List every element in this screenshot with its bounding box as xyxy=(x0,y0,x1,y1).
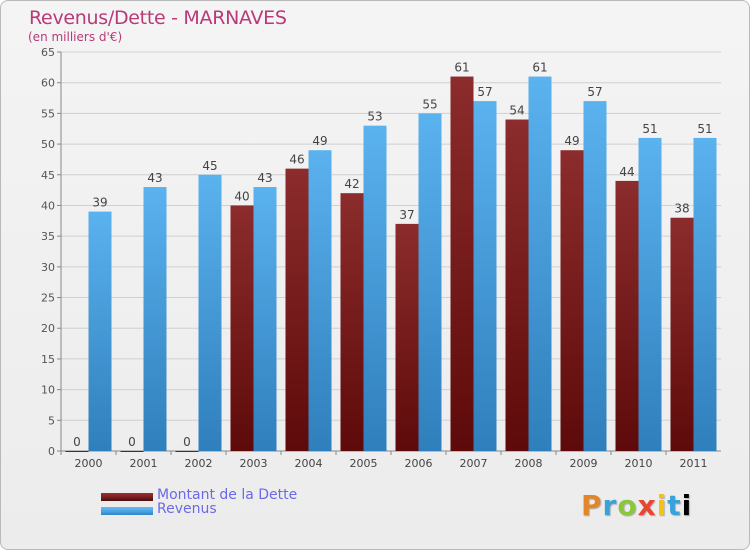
data-label-dette: 40 xyxy=(234,189,249,203)
data-label-revenus: 43 xyxy=(257,171,272,185)
data-label-dette: 0 xyxy=(183,435,191,449)
data-label-revenus: 51 xyxy=(642,122,657,136)
x-tick-label: 2011 xyxy=(680,457,708,470)
bar-dette xyxy=(175,451,199,452)
y-tick-label: 5 xyxy=(48,414,55,427)
data-label-dette: 0 xyxy=(73,435,81,449)
bar-dette xyxy=(560,150,584,451)
x-tick-label: 2002 xyxy=(185,457,213,470)
bar-dette xyxy=(230,205,254,451)
bar-revenus xyxy=(528,76,552,452)
bar-revenus xyxy=(143,187,167,452)
x-tick-label: 2000 xyxy=(75,457,103,470)
y-tick-label: 25 xyxy=(41,292,55,305)
bar-revenus xyxy=(418,113,442,451)
y-tick-label: 60 xyxy=(41,77,55,90)
bar-dette xyxy=(505,119,529,452)
y-tick-label: 30 xyxy=(41,261,55,274)
data-label-dette: 49 xyxy=(564,134,579,148)
data-label-revenus: 45 xyxy=(202,159,217,173)
bar-revenus xyxy=(253,187,277,452)
bar-revenus xyxy=(88,211,112,451)
data-label-revenus: 39 xyxy=(92,196,107,210)
bar-dette xyxy=(395,223,419,451)
data-label-dette: 38 xyxy=(674,202,689,216)
data-label-revenus: 55 xyxy=(422,97,437,111)
data-label-revenus: 53 xyxy=(367,110,382,124)
data-label-dette: 61 xyxy=(454,61,469,75)
bar-dette xyxy=(450,76,474,452)
y-tick-label: 35 xyxy=(41,230,55,243)
y-tick-label: 45 xyxy=(41,169,55,182)
bar-revenus xyxy=(583,101,607,451)
bar-dette xyxy=(615,180,639,451)
y-tick-label: 50 xyxy=(41,138,55,151)
x-tick-label: 2007 xyxy=(460,457,488,470)
data-label-revenus: 57 xyxy=(477,85,492,99)
x-tick-label: 2006 xyxy=(405,457,433,470)
bar-revenus xyxy=(638,137,662,451)
x-tick-label: 2009 xyxy=(570,457,598,470)
bar-dette xyxy=(65,451,89,452)
data-label-dette: 0 xyxy=(128,435,136,449)
y-tick-label: 40 xyxy=(41,199,55,212)
y-tick-label: 0 xyxy=(48,445,55,458)
data-label-revenus: 49 xyxy=(312,134,327,148)
bar-dette xyxy=(285,168,309,451)
data-label-dette: 37 xyxy=(399,208,414,222)
bar-revenus xyxy=(198,174,222,451)
data-label-dette: 44 xyxy=(619,165,634,179)
chart-title: Revenus/Dette - MARNAVES xyxy=(29,7,287,29)
y-tick-label: 15 xyxy=(41,353,55,366)
bar-revenus xyxy=(363,125,387,452)
data-label-revenus: 43 xyxy=(147,171,162,185)
data-label-revenus: 51 xyxy=(697,122,712,136)
bar-dette xyxy=(120,451,144,452)
x-tick-label: 2010 xyxy=(625,457,653,470)
proxiti-logo: Proxiti xyxy=(581,489,693,522)
data-label-dette: 46 xyxy=(289,153,304,167)
bar-dette xyxy=(340,193,364,451)
y-tick-label: 10 xyxy=(41,384,55,397)
y-tick-label: 65 xyxy=(41,46,55,59)
data-label-revenus: 57 xyxy=(587,85,602,99)
data-label-dette: 54 xyxy=(509,104,524,118)
bar-revenus xyxy=(308,150,332,451)
chart-subtitle: (en milliers d'€) xyxy=(28,30,123,44)
data-label-dette: 42 xyxy=(344,177,359,191)
x-tick-label: 2001 xyxy=(130,457,158,470)
x-tick-label: 2005 xyxy=(350,457,378,470)
bar-revenus xyxy=(693,137,717,451)
y-tick-label: 55 xyxy=(41,107,55,120)
x-tick-label: 2008 xyxy=(515,457,543,470)
bar-revenus xyxy=(473,101,497,451)
bar-dette xyxy=(670,217,694,451)
legend-swatch-dette xyxy=(101,493,153,501)
x-tick-label: 2003 xyxy=(240,457,268,470)
legend-label-dette: Montant de la Dette xyxy=(157,487,298,503)
y-tick-label: 20 xyxy=(41,322,55,335)
legend-label-revenus: Revenus xyxy=(157,501,217,517)
data-label-revenus: 61 xyxy=(532,61,547,75)
legend-swatch-revenus xyxy=(101,507,153,515)
x-tick-label: 2004 xyxy=(295,457,323,470)
